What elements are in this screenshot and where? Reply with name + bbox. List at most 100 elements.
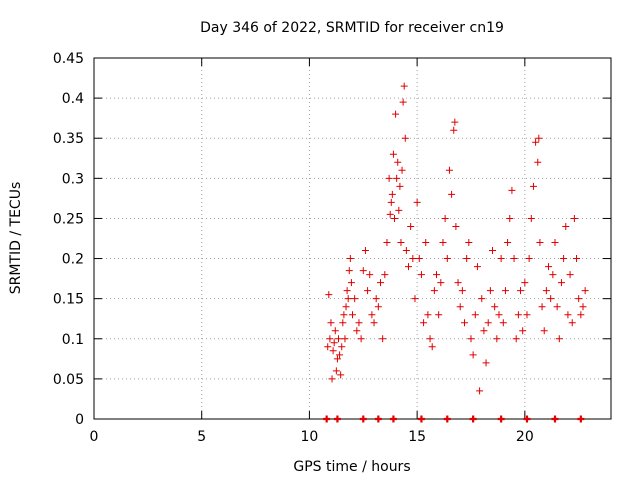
data-point — [415, 255, 423, 263]
data-point — [575, 295, 583, 303]
y-axis-label: SRMTID / TECUs — [8, 182, 24, 295]
data-point — [557, 279, 565, 287]
x-tick-label: 20 — [516, 429, 534, 445]
data-point — [336, 351, 344, 359]
data-point — [326, 335, 334, 343]
data-point — [405, 263, 413, 271]
data-point — [568, 319, 576, 327]
data-point — [332, 367, 340, 375]
data-point — [573, 255, 581, 263]
data-point — [529, 182, 537, 190]
data-point — [454, 279, 462, 287]
data-point — [333, 355, 341, 363]
data-point — [407, 222, 415, 230]
zero-marker — [497, 415, 505, 423]
data-point — [370, 319, 378, 327]
data-point — [545, 263, 553, 271]
data-point — [517, 287, 525, 295]
data-point — [469, 351, 477, 359]
data-point — [476, 387, 484, 395]
data-point — [342, 303, 350, 311]
data-point — [337, 371, 345, 379]
data-point — [400, 82, 408, 90]
data-point — [504, 239, 512, 247]
data-point — [538, 303, 546, 311]
data-point — [536, 239, 544, 247]
data-point — [478, 295, 486, 303]
data-point — [359, 267, 367, 275]
data-point — [426, 335, 434, 343]
data-point — [450, 126, 458, 134]
data-point — [473, 263, 481, 271]
data-point — [331, 327, 339, 335]
data-point — [389, 150, 397, 158]
data-point — [506, 214, 514, 222]
data-point — [461, 319, 469, 327]
data-point — [540, 327, 548, 335]
data-point — [345, 267, 353, 275]
data-point — [393, 174, 401, 182]
data-point — [579, 303, 587, 311]
y-tick-label: 0.15 — [53, 292, 84, 308]
data-point — [343, 287, 351, 295]
data-point — [388, 190, 396, 198]
data-point — [411, 295, 419, 303]
data-point — [480, 327, 488, 335]
data-point — [372, 295, 380, 303]
zero-marker — [374, 415, 382, 423]
x-tick-label: 10 — [301, 429, 319, 445]
data-point — [443, 255, 451, 263]
zero-marker — [323, 415, 331, 423]
zero-marker — [417, 415, 425, 423]
plot-area-frame — [93, 57, 612, 420]
data-point — [357, 335, 365, 343]
data-point — [441, 214, 449, 222]
data-point — [381, 271, 389, 279]
data-point — [501, 287, 509, 295]
data-point — [398, 166, 406, 174]
zero-marker — [469, 415, 477, 423]
data-points — [323, 82, 589, 423]
data-point — [392, 110, 400, 118]
data-point — [340, 311, 348, 319]
grid-lines — [94, 58, 611, 419]
data-point — [491, 303, 499, 311]
data-point — [499, 319, 507, 327]
data-point — [338, 343, 346, 351]
data-point — [467, 335, 475, 343]
data-point — [497, 255, 505, 263]
data-point — [330, 339, 338, 347]
data-point — [527, 214, 535, 222]
data-point — [346, 255, 354, 263]
data-point — [452, 222, 460, 230]
data-point — [489, 247, 497, 255]
data-point — [391, 214, 399, 222]
data-point — [508, 186, 516, 194]
data-point — [535, 134, 543, 142]
x-tick-label: 5 — [197, 429, 206, 445]
data-point — [439, 239, 447, 247]
data-point — [549, 271, 557, 279]
data-point — [355, 319, 363, 327]
data-point — [495, 311, 503, 319]
data-point — [430, 287, 438, 295]
data-point — [510, 255, 518, 263]
data-point — [570, 214, 578, 222]
data-point — [325, 291, 333, 299]
data-point — [555, 335, 563, 343]
data-point — [482, 359, 490, 367]
data-point — [329, 347, 337, 355]
zero-marker — [577, 415, 585, 423]
data-point — [368, 311, 376, 319]
data-point — [534, 158, 542, 166]
zero-marker — [389, 415, 397, 423]
data-point — [344, 295, 352, 303]
x-axis-label: GPS time / hours — [293, 459, 410, 475]
data-point — [566, 271, 574, 279]
data-point — [553, 303, 561, 311]
data-point — [396, 182, 404, 190]
data-point — [327, 319, 335, 327]
data-point — [366, 271, 374, 279]
data-point — [341, 335, 349, 343]
data-point — [361, 247, 369, 255]
